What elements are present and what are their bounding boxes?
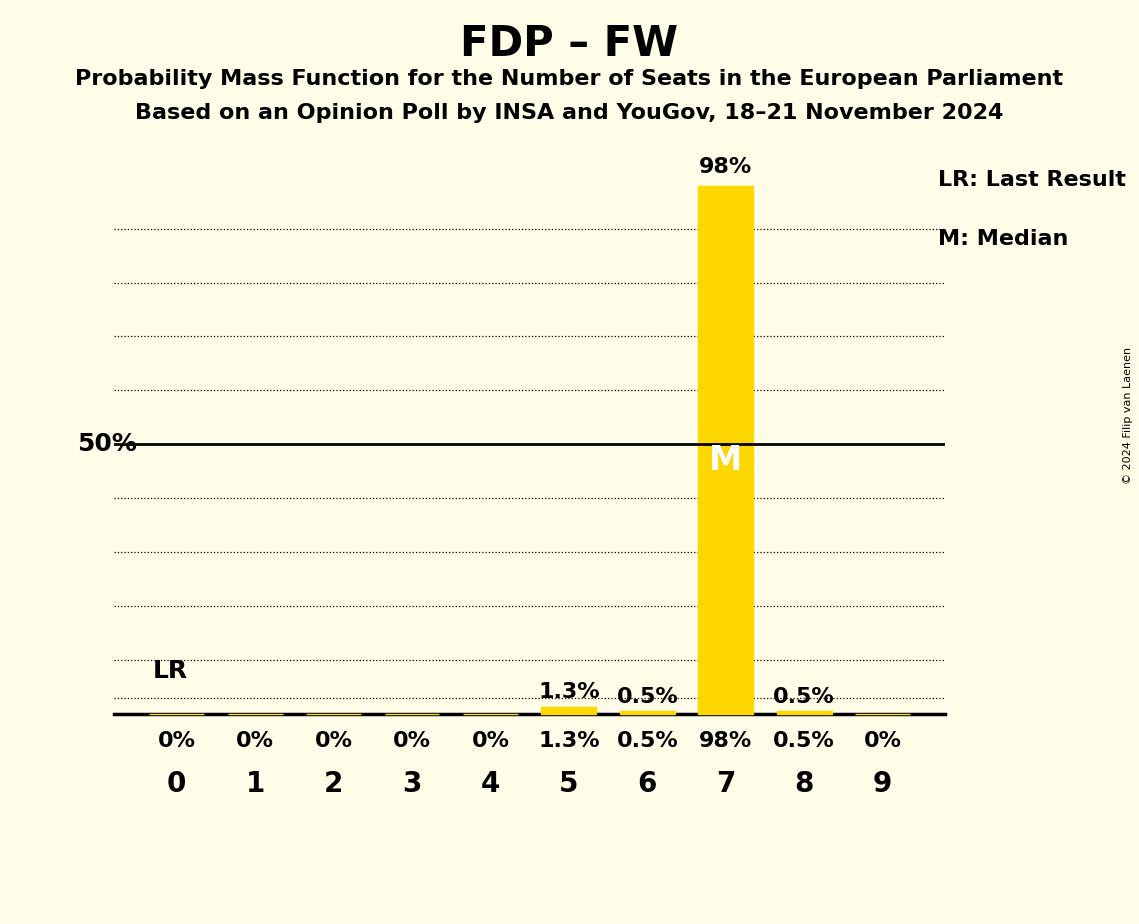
Bar: [541, 707, 597, 713]
Text: 1.3%: 1.3%: [538, 731, 599, 750]
Text: 0.5%: 0.5%: [773, 731, 835, 750]
Text: 5: 5: [559, 770, 579, 797]
Text: 0%: 0%: [393, 731, 431, 750]
Text: M: M: [710, 444, 743, 477]
Text: LR: LR: [153, 659, 188, 683]
Bar: [620, 711, 674, 713]
Text: 0.5%: 0.5%: [773, 687, 835, 707]
Text: 2: 2: [323, 770, 343, 797]
Text: 98%: 98%: [699, 157, 753, 177]
Text: © 2024 Filip van Laenen: © 2024 Filip van Laenen: [1123, 347, 1133, 484]
Bar: [698, 186, 753, 713]
Text: Based on an Opinion Poll by INSA and YouGov, 18–21 November 2024: Based on an Opinion Poll by INSA and You…: [136, 103, 1003, 124]
Text: LR: Last Result: LR: Last Result: [937, 170, 1125, 190]
Text: 1: 1: [246, 770, 264, 797]
Text: 6: 6: [638, 770, 657, 797]
Text: FDP – FW: FDP – FW: [460, 23, 679, 65]
Text: 3: 3: [402, 770, 421, 797]
Text: 7: 7: [716, 770, 736, 797]
Text: 0%: 0%: [157, 731, 196, 750]
Text: 4: 4: [481, 770, 500, 797]
Text: 1.3%: 1.3%: [538, 683, 599, 702]
Bar: [777, 711, 831, 713]
Text: 50%: 50%: [77, 432, 138, 456]
Text: 0%: 0%: [472, 731, 509, 750]
Text: M: Median: M: Median: [937, 229, 1068, 249]
Text: 0%: 0%: [314, 731, 353, 750]
Text: 0.5%: 0.5%: [616, 687, 678, 707]
Text: 0.5%: 0.5%: [616, 731, 678, 750]
Text: 0%: 0%: [236, 731, 274, 750]
Text: 0%: 0%: [863, 731, 902, 750]
Text: 0: 0: [167, 770, 187, 797]
Text: Probability Mass Function for the Number of Seats in the European Parliament: Probability Mass Function for the Number…: [75, 69, 1064, 90]
Text: 98%: 98%: [699, 731, 753, 750]
Text: 9: 9: [872, 770, 892, 797]
Text: 8: 8: [795, 770, 814, 797]
